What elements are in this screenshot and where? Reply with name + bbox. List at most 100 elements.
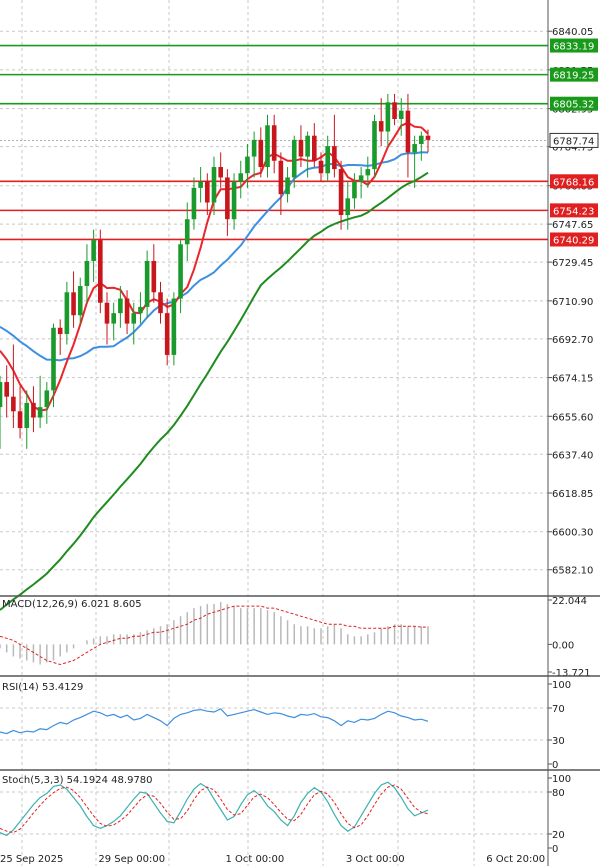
candle-body (171, 298, 177, 355)
x-tick-label: 3 Oct 00:00 (346, 854, 405, 865)
candle-body (205, 181, 210, 203)
rsi-title: RSI(14) 53.4129 (2, 682, 83, 693)
support-level-value: 6754.23 (553, 206, 594, 217)
y-tick-label: 6618.85 (552, 489, 593, 500)
y-tick-label: 6600.30 (552, 528, 593, 539)
candle-body (345, 198, 351, 216)
macd-tick-label: -13.721 (552, 668, 591, 679)
candle-body (211, 167, 217, 203)
candle-body (318, 160, 324, 174)
support-level-tag (550, 174, 598, 189)
y-tick-label: 6655.60 (552, 412, 593, 423)
candle-body (291, 139, 297, 178)
candle-body (11, 396, 16, 412)
candle-body (225, 177, 230, 220)
candle-body (191, 187, 197, 220)
candle-body (111, 313, 116, 324)
rsi-line (0, 708, 429, 735)
macd-tick-label: 0.00 (552, 640, 574, 651)
candle-body (184, 219, 190, 245)
candle-body (31, 402, 36, 418)
y-tick-label: 6582.10 (552, 566, 593, 577)
candle-body (4, 382, 9, 397)
candle-body (118, 298, 123, 314)
y-tick-label: 6840.05 (552, 27, 593, 38)
candle-body (77, 286, 83, 316)
moving-average-slow (0, 171, 429, 611)
stoch-k-line (0, 781, 429, 837)
candle-body (57, 327, 63, 335)
stoch-tick-label: 20 (552, 830, 565, 841)
macd-title: MACD(12,26,9) 6.021 8.605 (2, 599, 142, 610)
candle-body (44, 390, 50, 408)
stoch-tick-label: 80 (552, 788, 565, 799)
candle-body (278, 160, 284, 195)
candle-body (425, 135, 431, 140)
candle-body (151, 260, 157, 293)
resistance-level-value: 6819.25 (553, 71, 594, 82)
y-tick-label: 6747.65 (552, 220, 593, 231)
moving-average-mid (0, 151, 429, 362)
x-tick-label: 25 Sep 2025 (0, 854, 63, 865)
candle-body (305, 135, 310, 157)
macd-signal-line (0, 605, 428, 666)
stoch-tick-label: 100 (552, 774, 571, 785)
y-tick-label: 6784.75 (552, 143, 593, 154)
candle-body (285, 177, 290, 195)
last-price-value: 6787.74 (553, 136, 594, 147)
candle-body (144, 260, 150, 307)
candle-body (332, 146, 337, 170)
candle-body (265, 125, 270, 168)
candle-body (124, 298, 130, 324)
x-tick-label: 1 Oct 00:00 (225, 854, 284, 865)
candle-body (392, 102, 397, 119)
candle-body (37, 407, 43, 418)
rsi-tick-label: 0 (552, 760, 558, 771)
candle-body (198, 181, 203, 188)
candle-body (0, 382, 3, 408)
resistance-level-value: 6833.19 (553, 42, 594, 53)
candle-body (412, 144, 417, 153)
candle-body (378, 121, 384, 132)
candle-body (258, 139, 264, 168)
resistance-level-tag (550, 67, 598, 82)
stoch-title: Stoch(5,3,3) 54.1924 48.9780 (2, 775, 153, 786)
support-level-value: 6740.29 (553, 235, 594, 246)
x-tick-label: 29 Sep 00:00 (98, 854, 165, 865)
candle-body (71, 292, 76, 316)
y-tick-label: 6692.70 (552, 335, 593, 346)
support-level-tag (550, 232, 598, 247)
support-level-value: 6768.16 (553, 177, 594, 188)
candle-body (104, 302, 110, 324)
candle-body (325, 146, 330, 174)
candle-body (17, 411, 23, 428)
rsi-tick-label: 70 (552, 704, 565, 715)
candle-body (24, 402, 30, 428)
candle-body (64, 292, 70, 335)
rsi-tick-label: 100 (552, 680, 571, 691)
candle-body (385, 102, 391, 132)
candle-body (164, 313, 170, 355)
candle-body (352, 181, 357, 199)
candle-body (338, 169, 344, 216)
resistance-level-tag (550, 38, 598, 53)
candle-body (365, 169, 371, 176)
candle-body (312, 135, 317, 161)
candle-body (251, 139, 257, 157)
candle-body (238, 173, 244, 182)
candle-body (131, 313, 137, 324)
candle-body (372, 121, 377, 170)
y-tick-label: 6710.90 (552, 297, 593, 308)
y-tick-label: 6674.15 (552, 374, 593, 385)
candle-body (98, 240, 103, 303)
candle-body (178, 244, 183, 299)
candle-body (158, 292, 163, 314)
candle-body (298, 139, 304, 157)
candle-body (91, 240, 96, 261)
y-tick-label: 6637.40 (552, 450, 593, 461)
resistance-level-tag (550, 96, 598, 111)
macd-tick-label: 22.044 (552, 596, 587, 607)
x-tick-label: 6 Oct 20:00 (486, 854, 545, 865)
resistance-level-value: 6805.32 (553, 100, 594, 111)
